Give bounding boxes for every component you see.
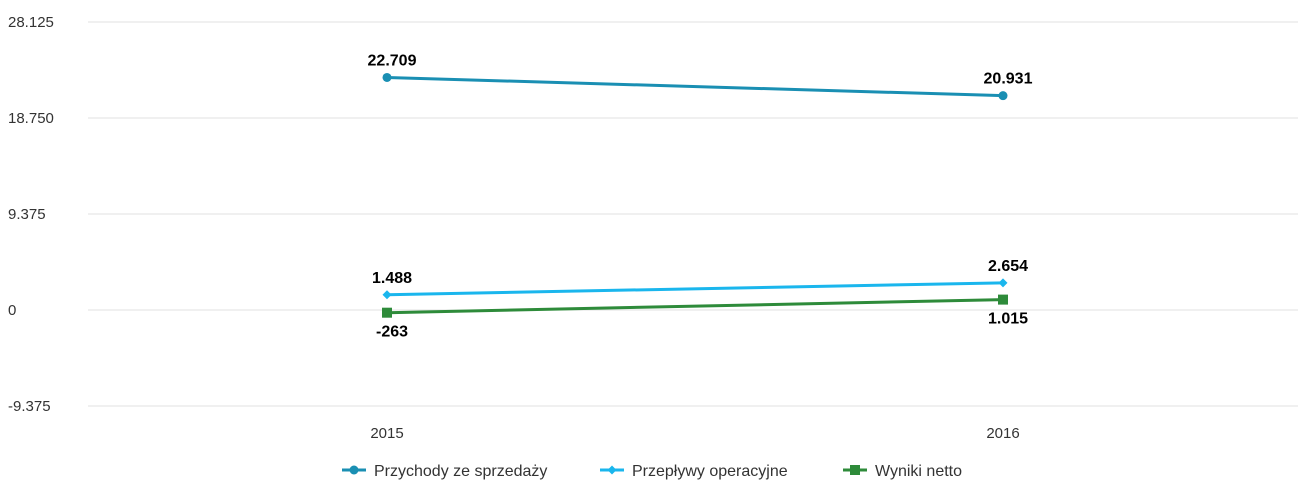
- y-tick-label: 0: [8, 302, 16, 319]
- legend-item[interactable]: Przepływy operacyjne: [600, 463, 788, 480]
- data-point-marker: [850, 465, 860, 475]
- legend: Przychody ze sprzedaży Przepływy operacyj…: [342, 463, 962, 480]
- data-point-marker: [998, 91, 1008, 101]
- x-tick-label: 2016: [986, 425, 1019, 442]
- data-point-marker: [382, 290, 392, 300]
- legend-label: Wyniki netto: [875, 463, 962, 480]
- y-tick-label: 28.125: [8, 14, 54, 31]
- data-label: 1.015: [988, 311, 1028, 328]
- x-axis: 2015 2016: [370, 425, 1019, 442]
- data-point-marker: [349, 465, 359, 475]
- legend-label: Przepływy operacyjne: [632, 463, 788, 480]
- legend-item[interactable]: Przychody ze sprzedaży: [342, 463, 547, 480]
- data-label: 1.488: [372, 270, 412, 287]
- data-labels: 22.709 20.931 1.488 2.654 -263 1.015: [368, 52, 1033, 340]
- data-label: 20.931: [984, 71, 1033, 88]
- y-tick-label: 9.375: [8, 206, 46, 223]
- series-line: [386, 298, 1004, 315]
- data-point-marker: [607, 465, 617, 475]
- y-axis: -9.375 0 9.375 18.750 28.125: [8, 14, 54, 415]
- legend-item[interactable]: Wyniki netto: [843, 463, 962, 480]
- data-label: 2.654: [988, 258, 1028, 275]
- series-line: [386, 281, 1004, 297]
- y-tick-label: -9.375: [8, 398, 51, 415]
- series-line: [386, 75, 1004, 98]
- data-point-marker: [998, 278, 1008, 288]
- series-group: [382, 72, 1008, 318]
- grid-lines: [88, 21, 1298, 407]
- x-tick-label: 2015: [370, 425, 403, 442]
- y-tick-label: 18.750: [8, 110, 54, 127]
- data-point-marker: [382, 307, 392, 318]
- data-point-marker: [382, 72, 392, 82]
- data-label: 22.709: [368, 52, 417, 69]
- data-label: -263: [376, 324, 408, 341]
- legend-label: Przychody ze sprzedaży: [374, 463, 547, 480]
- data-point-marker: [998, 294, 1008, 305]
